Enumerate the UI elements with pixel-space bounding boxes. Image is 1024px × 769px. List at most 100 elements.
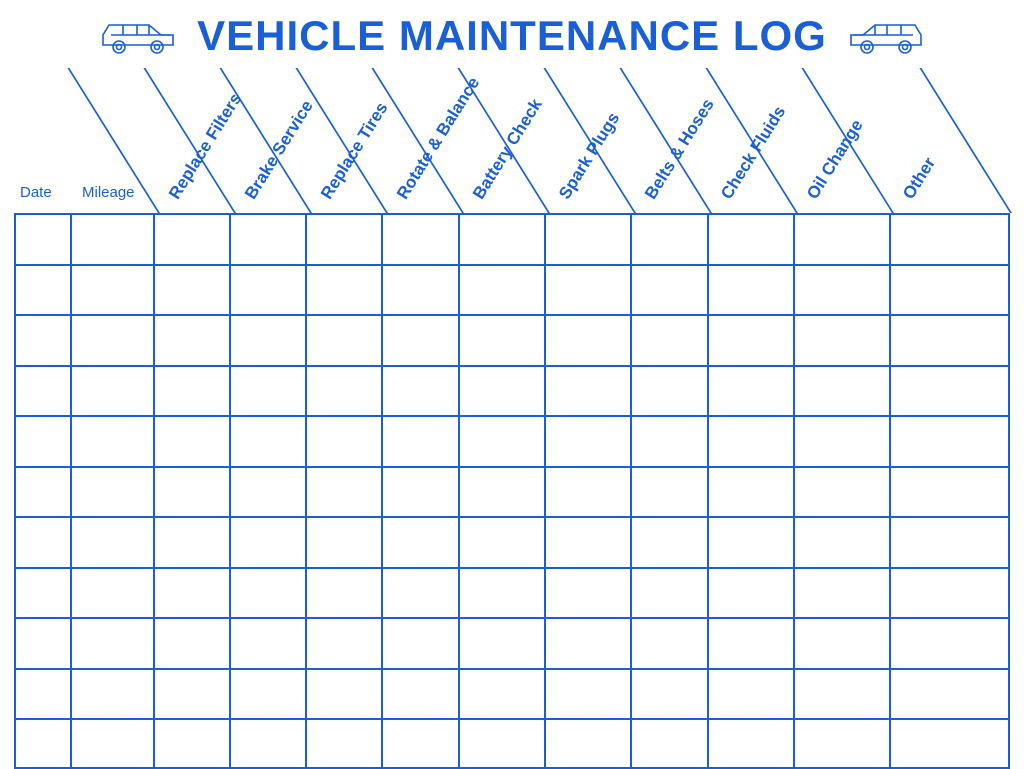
table-cell[interactable] [155, 215, 231, 264]
table-cell[interactable] [72, 215, 154, 264]
table-cell[interactable] [709, 367, 795, 416]
table-cell[interactable] [155, 569, 231, 618]
table-cell[interactable] [632, 367, 708, 416]
table-cell[interactable] [632, 417, 708, 466]
table-cell[interactable] [72, 720, 154, 767]
table-cell[interactable] [72, 417, 154, 466]
table-cell[interactable] [383, 569, 459, 618]
table-cell[interactable] [307, 266, 383, 315]
table-cell[interactable] [383, 670, 459, 719]
table-cell[interactable] [709, 266, 795, 315]
table-cell[interactable] [383, 417, 459, 466]
table-cell[interactable] [307, 417, 383, 466]
table-cell[interactable] [307, 670, 383, 719]
table-cell[interactable] [546, 619, 632, 668]
table-cell[interactable] [307, 316, 383, 365]
table-cell[interactable] [155, 367, 231, 416]
table-cell[interactable] [155, 468, 231, 517]
table-cell[interactable] [155, 670, 231, 719]
table-cell[interactable] [795, 720, 891, 767]
table-cell[interactable] [155, 417, 231, 466]
table-cell[interactable] [632, 266, 708, 315]
table-cell[interactable] [546, 569, 632, 618]
table-cell[interactable] [891, 417, 1009, 466]
table-cell[interactable] [632, 468, 708, 517]
table-cell[interactable] [709, 518, 795, 567]
table-cell[interactable] [795, 367, 891, 416]
table-cell[interactable] [546, 417, 632, 466]
table-cell[interactable] [546, 367, 632, 416]
table-cell[interactable] [795, 569, 891, 618]
table-cell[interactable] [632, 215, 708, 264]
table-cell[interactable] [795, 266, 891, 315]
table-cell[interactable] [307, 619, 383, 668]
table-cell[interactable] [891, 518, 1009, 567]
table-cell[interactable] [891, 266, 1009, 315]
table-cell[interactable] [14, 518, 72, 567]
table-cell[interactable] [891, 316, 1009, 365]
table-cell[interactable] [14, 316, 72, 365]
table-cell[interactable] [795, 670, 891, 719]
table-cell[interactable] [795, 518, 891, 567]
table-cell[interactable] [546, 518, 632, 567]
table-cell[interactable] [14, 468, 72, 517]
table-cell[interactable] [14, 215, 72, 264]
table-cell[interactable] [709, 569, 795, 618]
table-cell[interactable] [231, 720, 307, 767]
table-cell[interactable] [231, 569, 307, 618]
table-cell[interactable] [72, 569, 154, 618]
table-cell[interactable] [307, 468, 383, 517]
table-cell[interactable] [231, 619, 307, 668]
table-cell[interactable] [460, 720, 546, 767]
table-cell[interactable] [383, 367, 459, 416]
table-cell[interactable] [709, 720, 795, 767]
table-cell[interactable] [546, 316, 632, 365]
table-cell[interactable] [155, 316, 231, 365]
table-cell[interactable] [231, 670, 307, 719]
table-cell[interactable] [709, 215, 795, 264]
table-cell[interactable] [460, 215, 546, 264]
table-cell[interactable] [14, 619, 72, 668]
table-cell[interactable] [72, 316, 154, 365]
table-cell[interactable] [546, 720, 632, 767]
table-cell[interactable] [383, 720, 459, 767]
table-cell[interactable] [795, 619, 891, 668]
table-cell[interactable] [307, 569, 383, 618]
table-cell[interactable] [460, 670, 546, 719]
table-cell[interactable] [546, 215, 632, 264]
table-cell[interactable] [632, 720, 708, 767]
table-cell[interactable] [307, 215, 383, 264]
table-cell[interactable] [72, 266, 154, 315]
table-cell[interactable] [709, 619, 795, 668]
table-cell[interactable] [155, 266, 231, 315]
table-cell[interactable] [72, 619, 154, 668]
table-cell[interactable] [231, 518, 307, 567]
table-cell[interactable] [632, 569, 708, 618]
table-cell[interactable] [632, 518, 708, 567]
table-cell[interactable] [231, 266, 307, 315]
table-cell[interactable] [891, 215, 1009, 264]
table-cell[interactable] [231, 316, 307, 365]
table-cell[interactable] [307, 720, 383, 767]
table-cell[interactable] [891, 619, 1009, 668]
table-cell[interactable] [72, 468, 154, 517]
table-cell[interactable] [155, 619, 231, 668]
table-cell[interactable] [14, 266, 72, 315]
table-cell[interactable] [383, 518, 459, 567]
table-cell[interactable] [72, 518, 154, 567]
table-cell[interactable] [383, 468, 459, 517]
table-cell[interactable] [546, 670, 632, 719]
table-cell[interactable] [231, 215, 307, 264]
table-cell[interactable] [307, 367, 383, 416]
table-cell[interactable] [72, 367, 154, 416]
table-cell[interactable] [460, 417, 546, 466]
table-cell[interactable] [231, 468, 307, 517]
table-cell[interactable] [231, 417, 307, 466]
table-cell[interactable] [14, 720, 72, 767]
table-cell[interactable] [795, 468, 891, 517]
table-cell[interactable] [460, 619, 546, 668]
table-cell[interactable] [795, 316, 891, 365]
table-cell[interactable] [460, 468, 546, 517]
table-cell[interactable] [709, 670, 795, 719]
table-cell[interactable] [460, 518, 546, 567]
